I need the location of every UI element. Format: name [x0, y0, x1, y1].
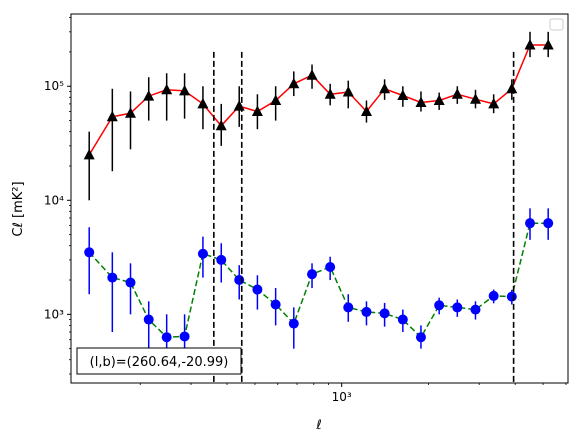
data-point	[107, 272, 118, 283]
data-point	[506, 82, 518, 94]
data-point	[234, 275, 245, 286]
data-point	[342, 86, 354, 97]
data-point	[306, 69, 318, 80]
data-point	[83, 148, 95, 160]
y-tick-label: 10⁵	[44, 79, 64, 93]
data-point	[270, 94, 282, 105]
data-point	[270, 299, 281, 310]
data-point	[415, 332, 426, 343]
data-point	[434, 300, 445, 311]
data-point	[361, 105, 372, 116]
data-point	[470, 304, 481, 315]
ticks-group: 10³ 10³ 10⁴ 10⁵	[44, 17, 567, 404]
data-point	[179, 331, 190, 342]
data-point	[161, 332, 172, 343]
data-point	[524, 39, 536, 50]
data-point	[543, 218, 554, 229]
data-point	[197, 248, 208, 259]
y-tick-label: 10⁴	[44, 193, 64, 207]
data-point	[288, 318, 299, 329]
data-point	[106, 110, 118, 122]
data-point	[415, 96, 427, 107]
plot-area	[71, 14, 568, 383]
data-point	[216, 254, 227, 265]
data-point	[197, 97, 209, 109]
data-point	[397, 89, 409, 100]
data-point	[488, 290, 499, 301]
data-point	[452, 302, 463, 313]
data-point	[125, 277, 136, 288]
data-point	[143, 314, 154, 325]
data-point	[215, 119, 227, 131]
vertical-lines-group	[213, 51, 515, 383]
data-point	[179, 84, 191, 96]
x-axis-label: ℓ	[315, 418, 321, 433]
data-point	[84, 247, 95, 258]
x-tick-label: 10³	[332, 390, 352, 404]
data-point	[379, 308, 390, 319]
data-point	[525, 218, 536, 229]
data-point	[324, 88, 336, 99]
data-point	[325, 262, 336, 273]
data-point	[161, 83, 173, 95]
data-point	[288, 77, 300, 89]
data-point	[361, 306, 372, 317]
data-point	[143, 90, 155, 101]
data-point	[252, 284, 263, 295]
data-point	[125, 107, 136, 118]
data-point	[506, 291, 517, 302]
series-group	[83, 31, 554, 363]
annotation-text: (l,b)=(260.64,-20.99)	[90, 355, 229, 370]
data-point	[397, 314, 408, 325]
legend-box	[549, 18, 564, 31]
data-point	[542, 39, 554, 50]
data-point	[251, 105, 263, 116]
data-point	[307, 269, 318, 280]
data-point	[470, 93, 481, 104]
data-point	[379, 82, 391, 94]
series-triangles	[83, 31, 554, 201]
data-point	[451, 88, 463, 99]
y-tick-label: 10³	[44, 307, 64, 321]
data-point	[433, 94, 445, 105]
plot-frame	[70, 13, 569, 384]
data-point	[343, 302, 354, 313]
y-axis-label: Cℓ [mK²]	[11, 181, 26, 236]
data-point	[488, 97, 500, 109]
annotation-box	[76, 347, 242, 375]
